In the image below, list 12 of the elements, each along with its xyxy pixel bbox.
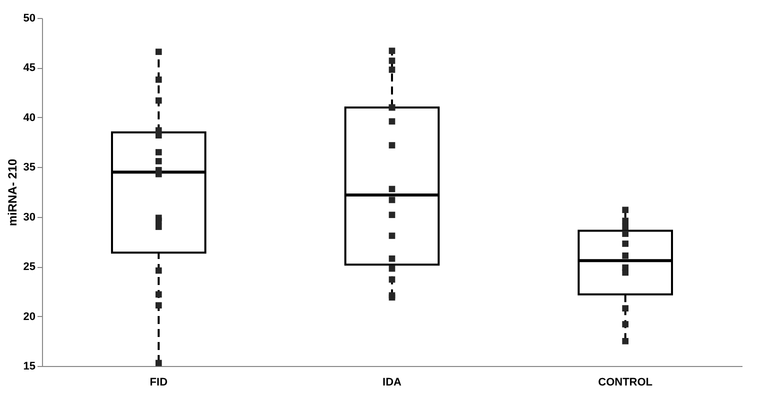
y-tick-label: 20 <box>23 310 36 323</box>
y-tick-label: 30 <box>23 211 36 224</box>
x-tick-label: IDA <box>382 376 402 388</box>
y-tick-label: 40 <box>23 112 36 124</box>
y-tick-label: 45 <box>23 62 36 74</box>
y-tick-label: 35 <box>23 162 36 174</box>
y-tick-label: 15 <box>23 360 36 372</box>
y-tick-label: 25 <box>23 261 36 274</box>
x-tick-label: FID <box>150 376 168 388</box>
y-axis-title: miRNA- 210 <box>5 158 20 226</box>
x-tick-label: CONTROL <box>598 376 653 388</box>
y-tick-label: 50 <box>23 12 36 24</box>
